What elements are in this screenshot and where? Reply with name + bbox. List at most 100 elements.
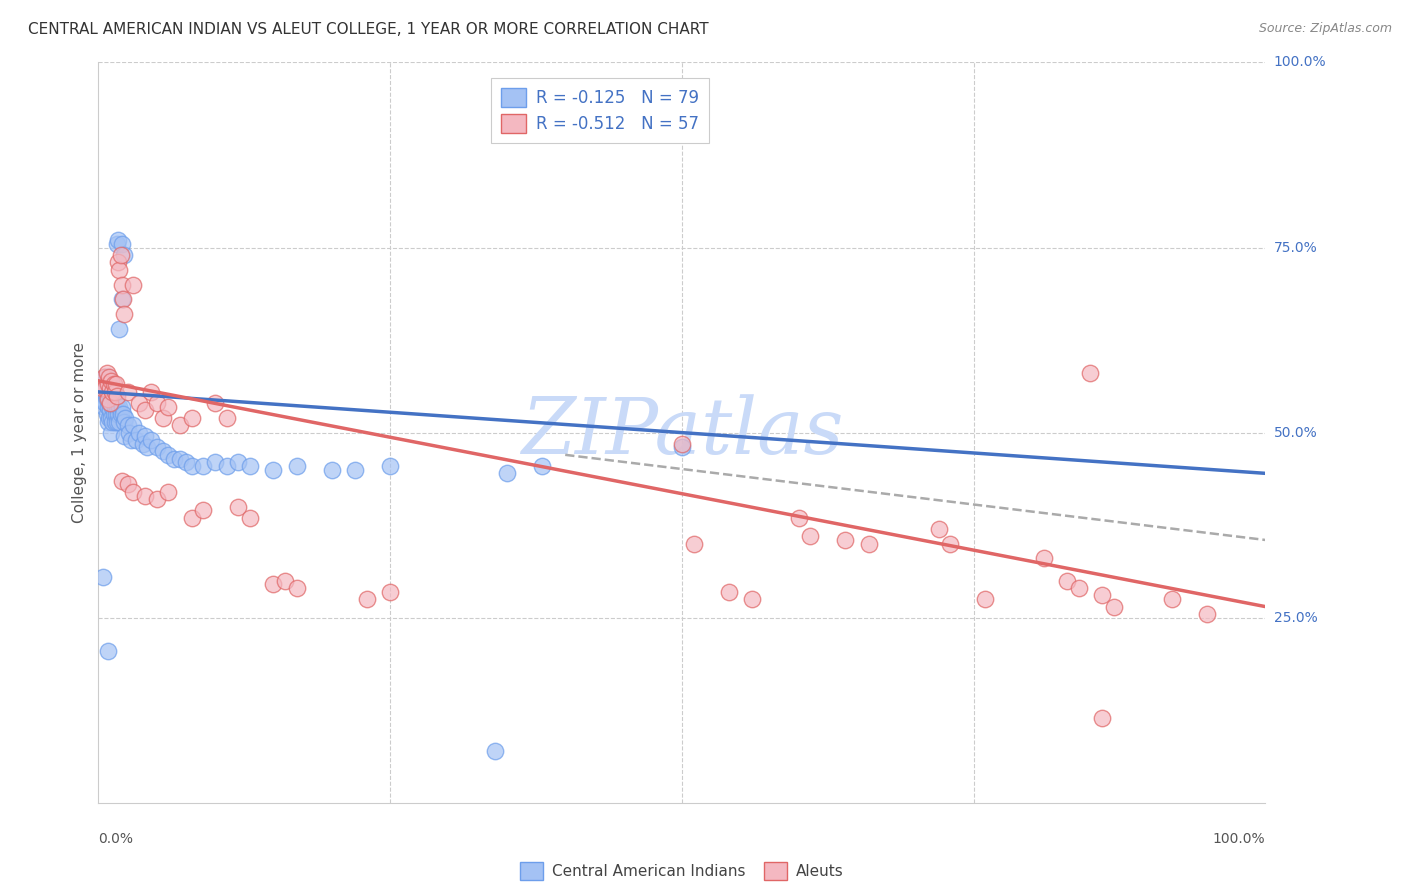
Point <box>204 396 226 410</box>
Point <box>1091 589 1114 603</box>
Point <box>380 584 402 599</box>
Point <box>228 455 250 469</box>
Point <box>107 407 129 421</box>
Point <box>193 503 215 517</box>
Point <box>96 407 118 421</box>
Legend: Central American Indians, Aleuts: Central American Indians, Aleuts <box>512 855 852 888</box>
Point <box>97 370 120 384</box>
Point <box>799 529 821 543</box>
Point <box>139 433 162 447</box>
Point <box>101 400 124 414</box>
Point <box>834 533 856 547</box>
Point <box>193 458 215 473</box>
Point <box>858 536 880 550</box>
Point <box>1091 711 1114 725</box>
Point <box>103 392 125 407</box>
Point <box>111 407 134 421</box>
Point <box>97 377 120 392</box>
Point <box>104 384 127 399</box>
Point <box>111 474 134 488</box>
Point <box>105 388 128 402</box>
Point <box>91 377 114 392</box>
Point <box>228 500 250 514</box>
Point <box>1056 574 1078 588</box>
Point <box>204 455 226 469</box>
Text: 100.0%: 100.0% <box>1213 832 1265 847</box>
Point <box>105 236 128 251</box>
Point <box>285 458 308 473</box>
Point <box>117 384 139 399</box>
Point <box>321 462 343 476</box>
Point <box>104 392 127 407</box>
Point <box>262 462 284 476</box>
Point <box>100 410 122 425</box>
Point <box>100 381 122 395</box>
Point <box>285 581 308 595</box>
Point <box>180 458 202 473</box>
Point <box>128 396 150 410</box>
Point <box>112 429 135 443</box>
Point <box>94 396 117 410</box>
Point <box>239 510 262 524</box>
Point <box>262 577 284 591</box>
Point <box>717 584 740 599</box>
Point <box>96 377 118 392</box>
Point <box>163 451 186 466</box>
Point <box>100 425 122 440</box>
Text: 25.0%: 25.0% <box>1274 611 1317 624</box>
Point <box>94 370 117 384</box>
Point <box>112 415 135 429</box>
Point <box>98 388 121 402</box>
Point <box>380 458 402 473</box>
Point <box>107 233 129 247</box>
Point <box>118 425 141 440</box>
Point <box>97 392 120 407</box>
Point <box>134 429 156 443</box>
Point <box>94 381 117 395</box>
Point <box>1067 581 1090 595</box>
Point <box>97 400 120 414</box>
Point <box>146 492 169 507</box>
Point <box>215 410 238 425</box>
Point <box>122 277 145 292</box>
Point <box>97 370 120 384</box>
Point <box>496 467 519 481</box>
Point <box>136 441 159 455</box>
Point <box>90 392 112 407</box>
Point <box>93 370 115 384</box>
Point <box>134 403 156 417</box>
Point <box>98 396 121 410</box>
Point <box>100 396 122 410</box>
Point <box>96 392 118 407</box>
Text: 100.0%: 100.0% <box>1274 55 1326 70</box>
Point <box>97 384 120 399</box>
Point <box>146 441 169 455</box>
Point <box>169 418 191 433</box>
Point <box>157 448 180 462</box>
Point <box>671 436 693 450</box>
Point <box>103 377 125 392</box>
Point <box>530 458 553 473</box>
Point <box>180 510 202 524</box>
Text: Source: ZipAtlas.com: Source: ZipAtlas.com <box>1258 22 1392 36</box>
Point <box>97 410 120 425</box>
Point <box>107 255 129 269</box>
Point <box>157 484 180 499</box>
Point <box>125 433 148 447</box>
Text: ZIPatlas: ZIPatlas <box>520 394 844 471</box>
Point <box>97 644 120 658</box>
Text: CENTRAL AMERICAN INDIAN VS ALEUT COLLEGE, 1 YEAR OR MORE CORRELATION CHART: CENTRAL AMERICAN INDIAN VS ALEUT COLLEGE… <box>28 22 709 37</box>
Point <box>1195 607 1218 621</box>
Point <box>939 536 962 550</box>
Point <box>93 384 115 399</box>
Point <box>122 484 145 499</box>
Point <box>111 400 134 414</box>
Point <box>111 236 134 251</box>
Point <box>974 592 997 607</box>
Point <box>152 410 174 425</box>
Y-axis label: College, 1 year or more: College, 1 year or more <box>72 343 87 523</box>
Point <box>112 307 135 321</box>
Point <box>174 455 197 469</box>
Point <box>1161 592 1184 607</box>
Point <box>104 400 127 414</box>
